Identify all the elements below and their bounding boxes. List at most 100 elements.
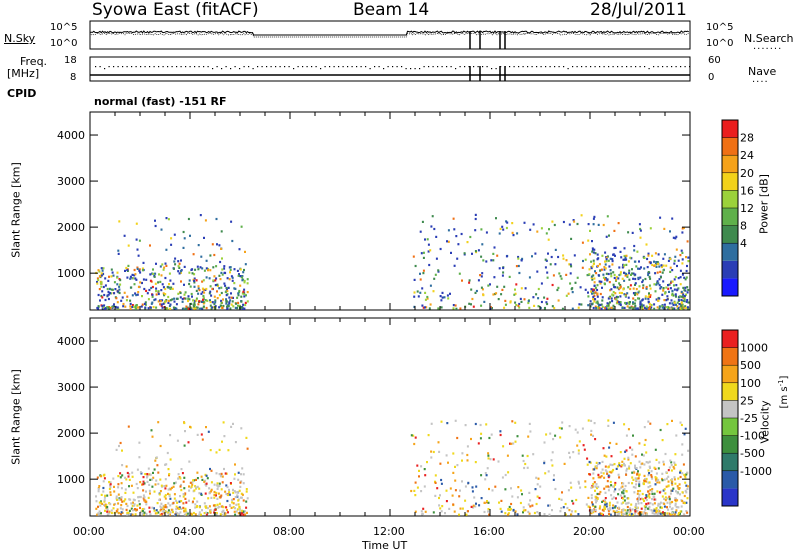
scatter-point [644, 497, 647, 500]
scatter-point [142, 483, 145, 486]
scatter-point [601, 296, 604, 299]
scatter-point [527, 503, 530, 506]
scatter-point [502, 228, 505, 231]
scatter-point [671, 302, 674, 305]
scatter-point [654, 483, 657, 486]
scatter-point [179, 495, 181, 498]
scatter-point [672, 294, 675, 297]
scatter-point [194, 513, 197, 516]
scatter-point [184, 497, 187, 500]
scatter-point [661, 306, 664, 309]
scatter-point [634, 506, 637, 509]
scatter-point [605, 455, 608, 458]
scatter-point [461, 279, 463, 282]
scatter-point [592, 306, 595, 310]
scatter-point [137, 496, 140, 499]
scatter-point [169, 299, 172, 302]
scatter-point [129, 307, 132, 310]
scatter-point [671, 280, 674, 283]
scatter-point [648, 465, 651, 468]
scatter-point [661, 293, 664, 296]
scatter-point [648, 505, 651, 508]
scatter-point [233, 287, 236, 290]
scatter-point [687, 449, 690, 452]
scatter-point [528, 276, 531, 279]
scatter-point [681, 258, 684, 261]
scatter-point [218, 482, 221, 485]
scatter-point [218, 448, 221, 451]
scatter-point [601, 468, 604, 471]
scatter-point [432, 290, 435, 293]
scatter-point [178, 507, 181, 510]
scatter-point [101, 296, 104, 299]
scatter-point [568, 223, 571, 226]
scatter-point [99, 512, 102, 515]
scatter-point [685, 491, 688, 494]
nave-point [432, 66, 434, 68]
scatter-point [598, 507, 601, 510]
scatter-point [129, 305, 132, 308]
nave-dots: ···· [752, 77, 769, 88]
colorbar-segment [722, 155, 738, 173]
scatter-point [622, 497, 625, 500]
power-panel-frame [89, 111, 691, 311]
freq-label: Freq. [20, 55, 48, 68]
scatter-point [500, 510, 503, 513]
scatter-point [610, 494, 613, 497]
scatter-point [625, 263, 628, 266]
scatter-point [682, 501, 685, 504]
scatter-point [214, 299, 217, 302]
scatter-point [141, 508, 144, 511]
scatter-point [644, 295, 647, 298]
scatter-point [151, 478, 154, 481]
scatter-point [663, 253, 666, 256]
scatter-point [623, 488, 626, 491]
scatter-point [452, 503, 455, 506]
scatter-point [570, 486, 573, 489]
scatter-point [605, 307, 608, 310]
scatter-point [681, 443, 684, 446]
colorbar-tick-label: 1000 [740, 342, 768, 355]
scatter-point [110, 511, 113, 515]
scatter-point [485, 260, 488, 263]
scatter-point [639, 466, 642, 469]
scatter-point [580, 214, 583, 217]
scatter-point [129, 302, 132, 305]
freq-tick-bottom: 8 [70, 72, 77, 83]
scatter-point [627, 497, 630, 500]
scatter-point [240, 492, 243, 495]
nave-point [405, 68, 407, 70]
scatter-point [108, 481, 111, 484]
scatter-point [650, 475, 653, 478]
scatter-point [679, 295, 682, 298]
scatter-point [159, 478, 162, 481]
scatter-point [631, 513, 634, 516]
scatter-point [653, 307, 656, 310]
scatter-point [607, 466, 610, 469]
scatter-point [488, 436, 491, 440]
scatter-point [663, 299, 666, 302]
scatter-point [190, 268, 193, 271]
nave-point [288, 66, 290, 68]
scatter-point [198, 300, 201, 303]
scatter-point [419, 272, 421, 275]
scatter-point [571, 499, 574, 503]
scatter-point [139, 495, 142, 499]
scatter-point [447, 297, 450, 300]
nave-point [396, 66, 398, 68]
scatter-point [212, 509, 215, 512]
scatter-point [636, 307, 639, 310]
nave-point [419, 68, 421, 70]
scatter-point [153, 298, 156, 302]
nave-point [518, 66, 520, 68]
scatter-point [216, 497, 219, 500]
scatter-point [638, 496, 641, 499]
scatter-point [589, 253, 591, 256]
scatter-point [615, 279, 617, 282]
scatter-point [203, 480, 206, 483]
scatter-point [204, 492, 207, 495]
noise-panel-frame [89, 20, 691, 50]
scatter-point [201, 291, 204, 294]
scatter-point [641, 306, 644, 309]
scatter-point [643, 474, 646, 477]
